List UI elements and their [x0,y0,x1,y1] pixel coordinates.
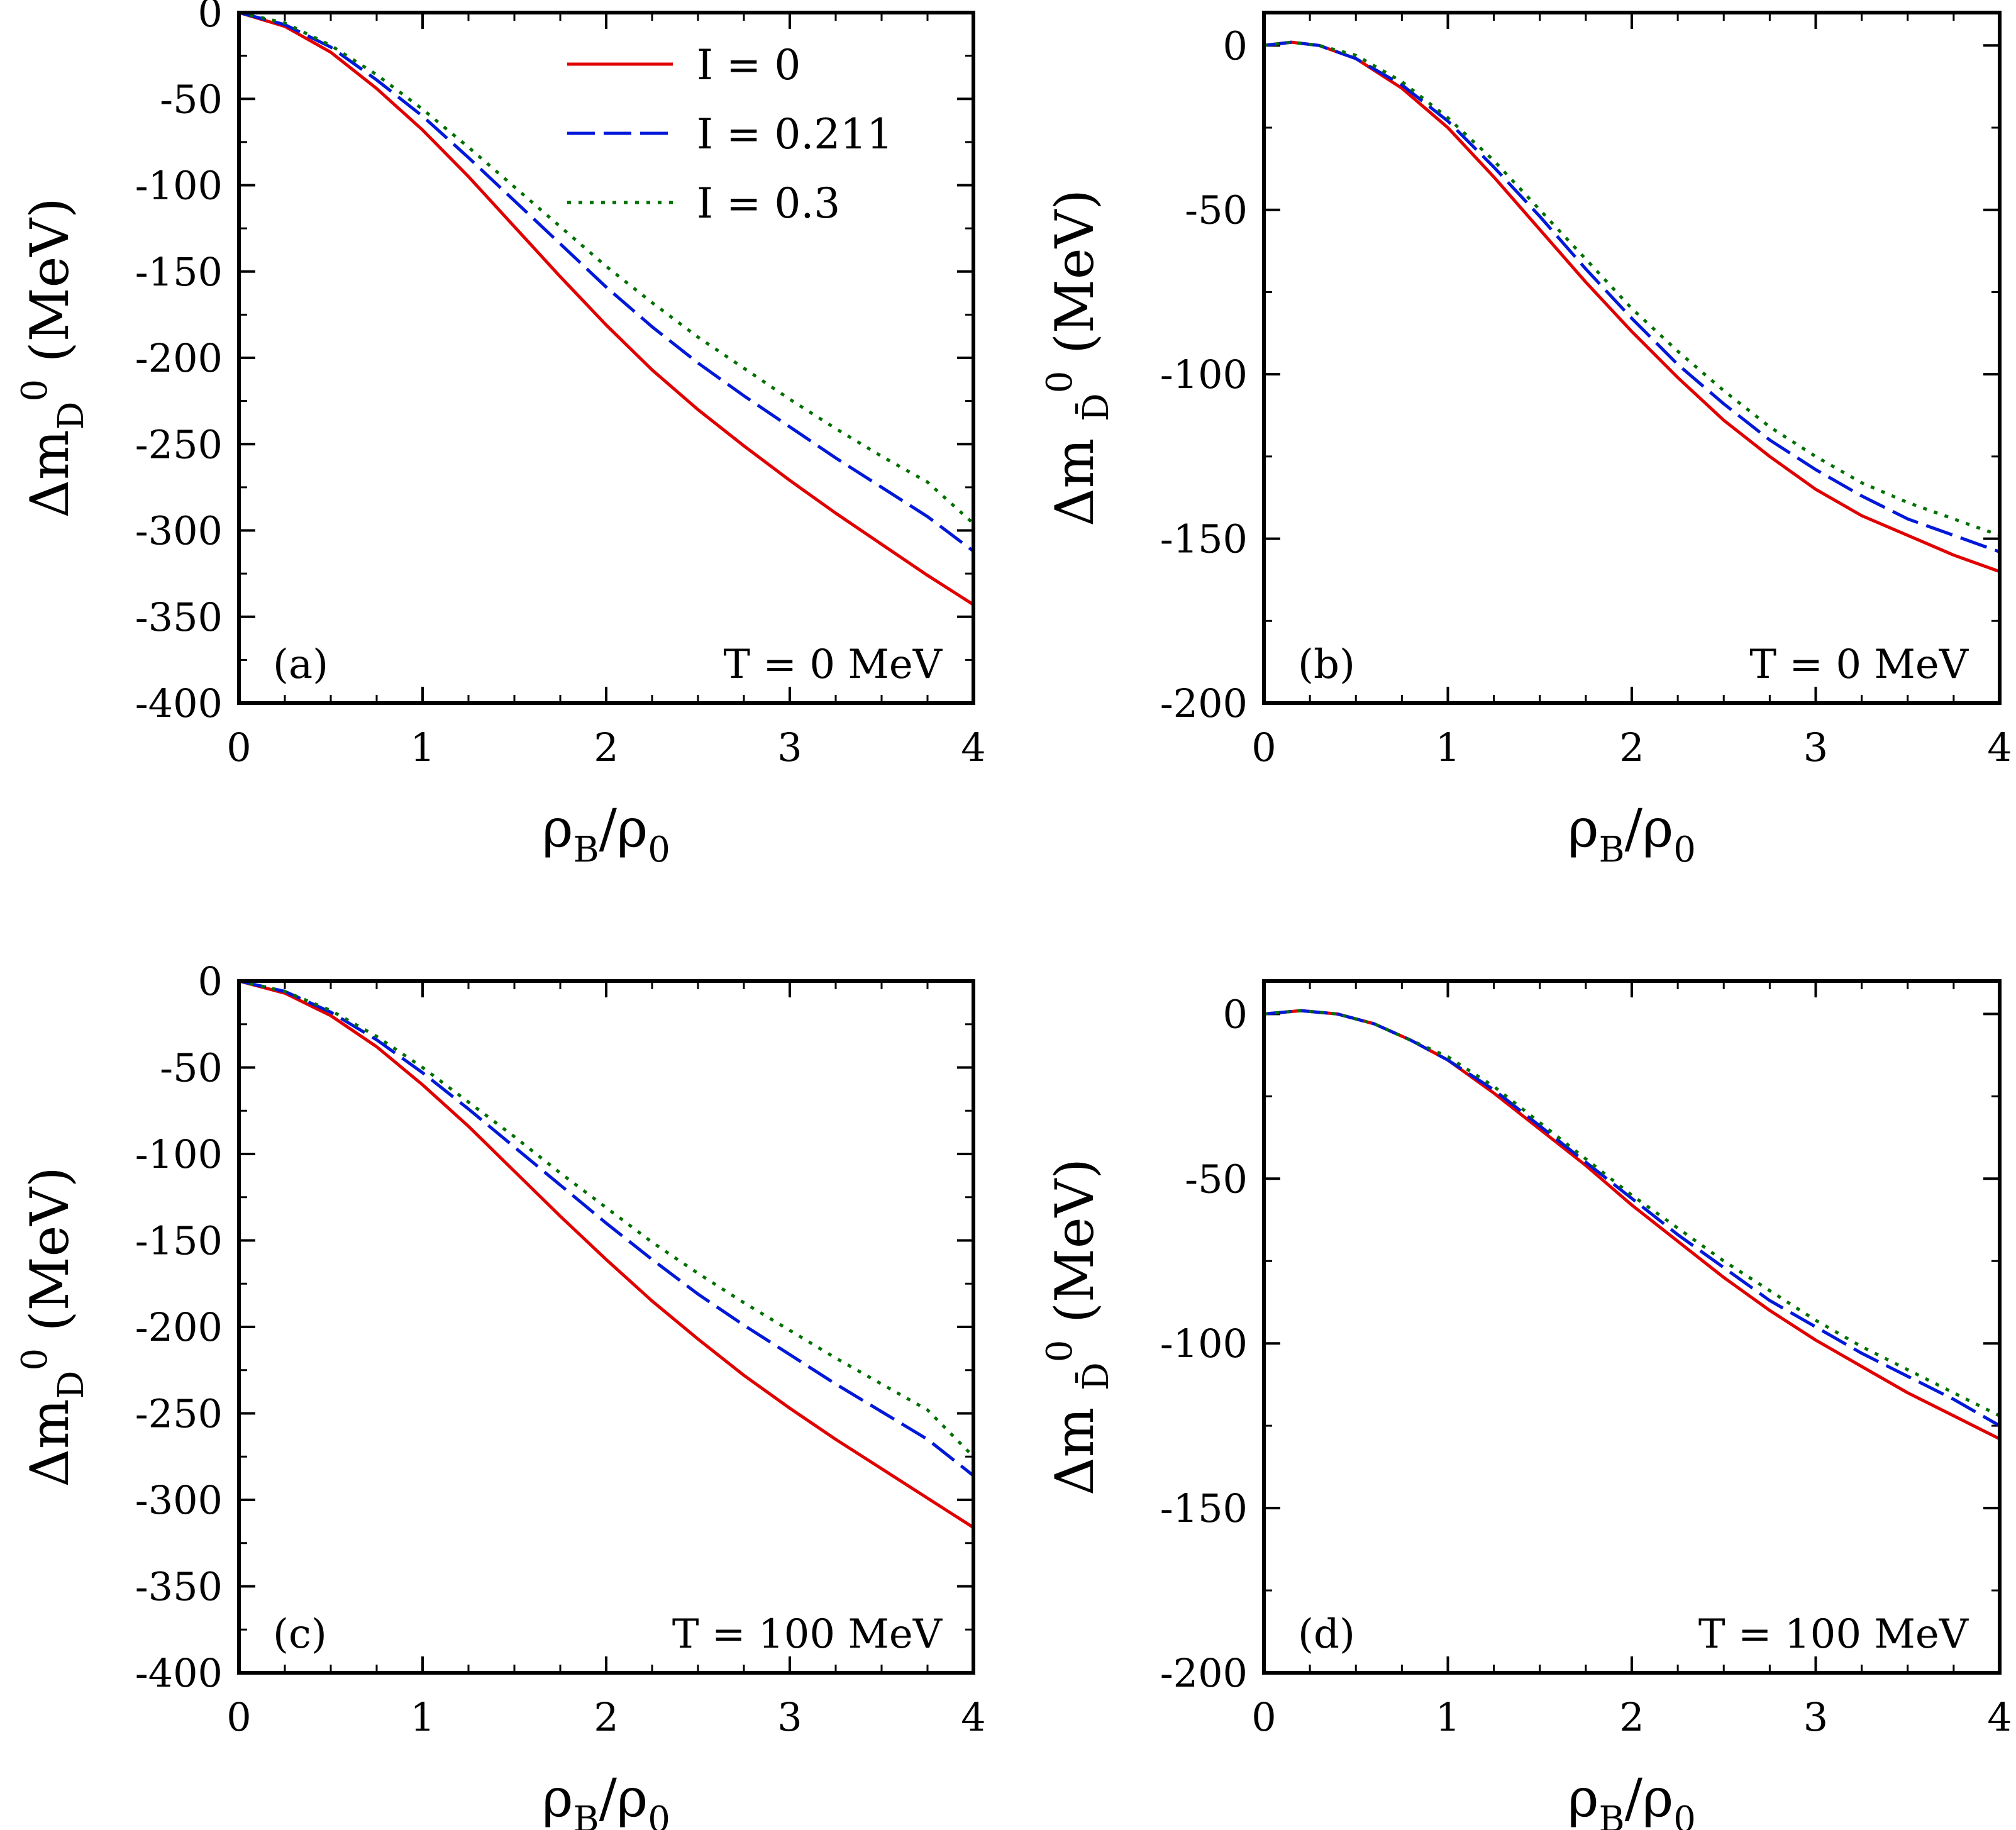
series-line-0 [1264,1009,2000,1441]
y-axis-title: Δm D̄0 (MeV) [1039,189,1117,526]
temperature-label: T = 0 MeV [723,641,943,688]
y-tick-label: -350 [135,1564,223,1610]
y-axis-title: Δm D̄0 (MeV) [1039,1158,1117,1495]
y-tick-label: -300 [135,1477,223,1523]
y-tick-label: -400 [135,1650,223,1696]
series-line-0 [239,13,973,606]
series-line-2 [239,981,973,1458]
y-axis-title: ΔmD0 (MeV) [14,1167,92,1487]
temperature-label: T = 100 MeV [1698,1611,1969,1658]
plot-frame [1262,11,2002,705]
series-line-1 [239,13,973,553]
y-tick-label: -50 [160,1045,223,1091]
y-tick-label: 0 [198,0,223,36]
plot-frame [237,979,975,1675]
series-line-0 [1264,40,2000,574]
y-tick-label: -50 [1185,1156,1248,1202]
panel-label: (d) [1298,1611,1355,1658]
y-axis-title: ΔmD0 (MeV) [14,197,92,518]
series-line-1 [1264,40,2000,553]
panel-a: 0 1 2 3 4 0 -50 -100 -150 -200 -250 -300 -350 -400 (a)… [14,0,986,870]
y-tick-label: -150 [1160,1485,1248,1531]
series-line-2 [1264,1009,2000,1417]
x-tick-label: 2 [1619,724,1644,770]
y-tick-label: -50 [1185,187,1248,233]
y-tick-label: -250 [135,1391,223,1437]
series-line-1 [239,981,973,1477]
x-tick-label: 3 [777,1694,802,1740]
y-tick-label: -400 [135,680,223,726]
legend: I = 0 I = 0.211 I = 0.3 [567,41,893,228]
x-tick-label: 4 [1987,1694,2012,1740]
legend-label-0: I = 0 [697,41,800,89]
series-line-2 [239,13,973,525]
legend-label-1: I = 0.211 [697,110,893,158]
y-tick-label: -150 [135,1218,223,1264]
y-tick-label: -50 [160,76,223,122]
x-tick-label: 1 [1436,1694,1460,1740]
x-tick-label: 0 [226,1694,251,1740]
series-line-2 [1264,40,2000,537]
x-axis-title: ρB/ρ0 [542,797,670,870]
y-tick-label: -200 [1160,1650,1248,1696]
x-tick-label: 2 [594,1694,618,1740]
series-line-1 [1264,1009,2000,1428]
y-tick-label: 0 [198,958,223,1004]
y-tick-label: -200 [135,335,223,381]
x-axis-title: ρB/ρ0 [542,1767,670,1830]
x-tick-label: 3 [1803,724,1828,770]
x-tick-label: 1 [410,1694,435,1740]
y-tick-label: -350 [135,594,223,640]
x-axis-title: ρB/ρ0 [1568,1767,1696,1830]
x-tick-label: 0 [1251,1694,1276,1740]
x-tick-label: 3 [1803,1694,1828,1740]
panel-label: (a) [273,641,328,688]
panel-label: (c) [273,1611,327,1658]
x-tick-label: 1 [1436,724,1460,770]
x-axis-title: ρB/ρ0 [1568,797,1696,870]
x-tick-label: 4 [961,1694,985,1740]
y-tick-label: 0 [1223,23,1248,69]
x-tick-label: 3 [777,724,802,770]
panel-label: (b) [1298,641,1355,688]
y-tick-label: -250 [135,421,223,467]
y-tick-label: -100 [1160,1321,1248,1367]
y-tick-label: -100 [1160,352,1248,397]
y-tick-label: -150 [1160,516,1248,562]
y-tick-label: -200 [1160,680,1248,726]
temperature-label: T = 0 MeV [1749,641,1969,688]
panel-b: 0 1 2 3 4 0 -50 -100 -150 -200 (b) T = 0 MeV ρB/ρ0 Δm… [1039,11,2012,870]
x-tick-label: 2 [594,724,618,770]
temperature-label: T = 100 MeV [672,1611,943,1658]
x-tick-label: 2 [1619,1694,1644,1740]
x-tick-label: 1 [410,724,435,770]
x-tick-label: 0 [226,724,251,770]
panel-c: 0 1 2 3 4 0 -50 -100 -150 -200 -250 -300 -350 -400 (c)… [14,958,986,1830]
panel-d: 0 1 2 3 4 0 -50 -100 -150 -200 (d) T = 100 MeV ρB/ρ0… [1039,979,2012,1830]
y-tick-label: -150 [135,249,223,295]
y-tick-label: -300 [135,508,223,554]
plot-frame [237,11,975,705]
x-tick-label: 4 [961,724,985,770]
x-tick-label: 0 [1251,724,1276,770]
plot-frame [1262,979,2002,1675]
legend-label-2: I = 0.3 [697,179,840,228]
x-tick-label: 4 [1987,724,2012,770]
y-tick-label: -200 [135,1304,223,1350]
y-tick-label: 0 [1223,991,1248,1037]
series-line-0 [239,981,973,1529]
y-tick-label: -100 [135,163,223,209]
y-tick-label: -100 [135,1131,223,1177]
